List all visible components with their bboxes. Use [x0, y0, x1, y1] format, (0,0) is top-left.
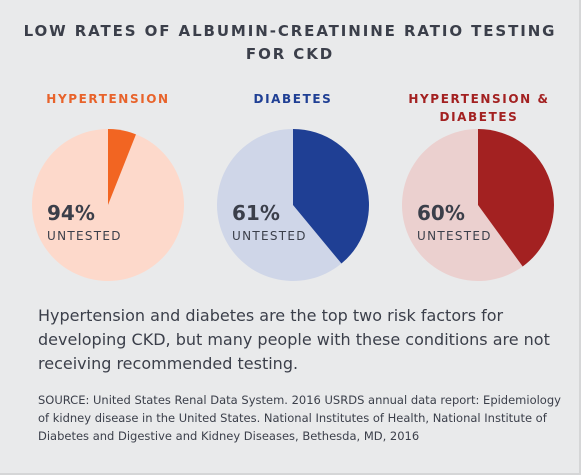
pie-sublabel-hypertension-diabetes: UNTESTED [417, 229, 492, 243]
pie-title-hypertension: HYPERTENSION [46, 92, 170, 106]
pie-percent-hypertension-diabetes: 60% [417, 201, 465, 225]
pie-chart-diabetes [216, 129, 369, 281]
pie-slice-tested [293, 129, 369, 264]
pie-title-diabetes: DIABETES [253, 92, 333, 106]
pie-chart-hypertension [31, 129, 184, 281]
pie-title-hypertension-diabetes: HYPERTENSION & DIABETES [408, 92, 550, 124]
pie-slice-tested [478, 129, 554, 267]
chart-title: LOW RATES OF ALBUMIN-CREATININE RATIO TE… [23, 22, 557, 63]
pie-sublabel-hypertension: UNTESTED [47, 229, 122, 243]
description-text: Hypertension and diabetes are the top tw… [38, 306, 550, 373]
source-citation: SOURCE: United States Renal Data System.… [38, 393, 561, 443]
pie-chart-hypertension-diabetes [402, 129, 554, 281]
pie-percent-hypertension: 94% [47, 201, 95, 225]
pie-sublabel-diabetes: UNTESTED [232, 229, 307, 243]
pie-slice-tested [108, 129, 136, 205]
pie-percent-diabetes: 61% [232, 201, 280, 225]
pie-slice-untested [31, 129, 184, 281]
pie-slice-untested [216, 129, 342, 281]
pie-slice-untested [402, 129, 523, 281]
